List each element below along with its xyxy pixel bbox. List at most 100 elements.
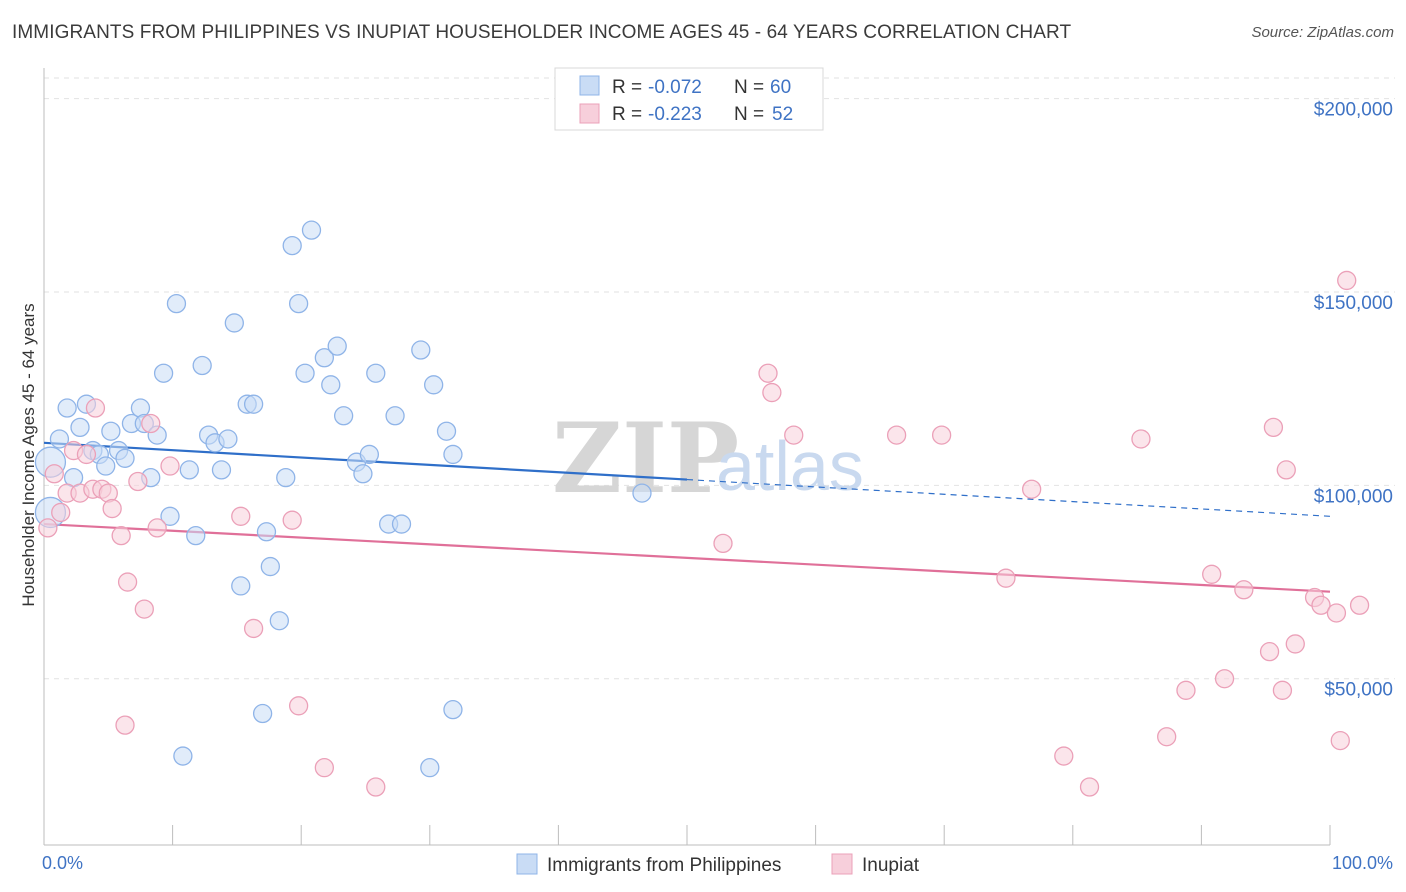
data-point (1311, 595, 1331, 615)
data-point (1214, 669, 1235, 689)
data-point (420, 758, 440, 778)
data-point (1330, 730, 1350, 751)
data-point (1021, 479, 1042, 499)
data-point (166, 293, 187, 314)
y-axis-label: Householder Income Ages 45 - 64 years (19, 303, 38, 606)
legend-n-label: N = (734, 77, 764, 98)
source-credit: Source: ZipAtlas.com (1251, 24, 1394, 41)
data-point (115, 448, 135, 468)
data-point (179, 460, 199, 480)
data-point (301, 220, 322, 240)
series-philippines (34, 220, 652, 778)
data-point (931, 425, 952, 445)
data-point (85, 398, 106, 418)
data-point (314, 758, 334, 778)
data-point (1272, 680, 1293, 700)
data-point (186, 525, 206, 546)
data-point (1176, 680, 1196, 700)
legend-n-value: 52 (772, 104, 793, 125)
data-point (1285, 634, 1305, 654)
data-point (134, 599, 154, 619)
data-point (391, 514, 412, 534)
data-points (34, 220, 1370, 797)
y-tick-labels: $50,000 $100,000 $150,000 $200,000 (1314, 100, 1393, 701)
data-point (713, 533, 733, 554)
bottom-legend-swatch-inupiat (831, 853, 853, 875)
legend-r-label: R = (612, 104, 642, 125)
data-point (443, 444, 463, 465)
legend-r-value: -0.223 (648, 104, 702, 125)
data-point (76, 444, 97, 465)
y-tick-label: $100,000 (1314, 486, 1393, 507)
y-tick-label: $150,000 (1314, 293, 1393, 314)
series-inupiat (38, 270, 1370, 797)
data-point (1326, 603, 1347, 623)
data-point (424, 375, 444, 395)
legend-swatch-philippines (579, 75, 600, 96)
data-point (160, 506, 180, 526)
data-point (260, 556, 280, 577)
data-point (252, 703, 273, 724)
data-point (385, 406, 405, 426)
data-point (102, 498, 122, 519)
data-point (366, 363, 386, 383)
data-point (256, 522, 277, 542)
legend-n-label: N = (734, 104, 764, 125)
data-point (996, 568, 1016, 588)
data-point (295, 363, 315, 383)
data-point (38, 518, 58, 538)
data-point (96, 456, 116, 476)
data-point (128, 471, 148, 492)
data-point (1337, 270, 1357, 291)
y-tick-label: $200,000 (1314, 100, 1393, 121)
data-point (49, 429, 70, 449)
data-point (44, 464, 64, 484)
data-point (173, 746, 193, 766)
data-point (1276, 460, 1296, 480)
data-point (1054, 746, 1074, 766)
bottom-legend: Immigrants from Philippines Inupiat (516, 853, 920, 876)
data-point (192, 355, 212, 376)
data-point (758, 363, 778, 383)
chart-title: IMMIGRANTS FROM PHILIPPINES VS INUPIAT H… (12, 22, 1072, 43)
data-point (57, 398, 77, 418)
data-point (1157, 727, 1177, 747)
data-point (288, 293, 309, 314)
data-point (111, 525, 131, 546)
legend-r-label: R = (612, 77, 642, 98)
data-point (411, 340, 431, 360)
watermark: ZIP atlas (552, 402, 864, 515)
bottom-legend-swatch-philippines (516, 853, 538, 875)
data-point (115, 715, 135, 735)
data-point (353, 464, 373, 484)
data-point (141, 413, 161, 434)
data-point (282, 510, 302, 530)
data-point (443, 700, 463, 720)
data-point (243, 394, 264, 414)
legend-n-value: 60 (770, 77, 791, 98)
data-point (1349, 595, 1370, 615)
x-tick-label: 100.0% (1332, 853, 1393, 873)
data-point (282, 235, 302, 256)
legend-box (554, 67, 824, 131)
data-point (784, 425, 804, 445)
x-tick-labels: 0.0% 100.0% (42, 853, 1393, 873)
data-point (314, 348, 334, 368)
data-point (51, 502, 71, 523)
data-point (1079, 777, 1100, 797)
data-point (886, 425, 907, 445)
data-point (231, 506, 251, 526)
data-point (70, 417, 90, 438)
bottom-legend-label-philippines: Immigrants from Philippines (547, 855, 781, 876)
data-point (243, 618, 264, 639)
data-point (117, 572, 138, 592)
data-point (153, 363, 174, 383)
data-point (1202, 564, 1222, 584)
data-point (762, 382, 782, 403)
data-point (1259, 642, 1280, 662)
data-point (436, 421, 457, 441)
trend-line-philippines-dashed (686, 478, 1331, 517)
data-point (366, 777, 386, 797)
data-point (276, 467, 296, 488)
